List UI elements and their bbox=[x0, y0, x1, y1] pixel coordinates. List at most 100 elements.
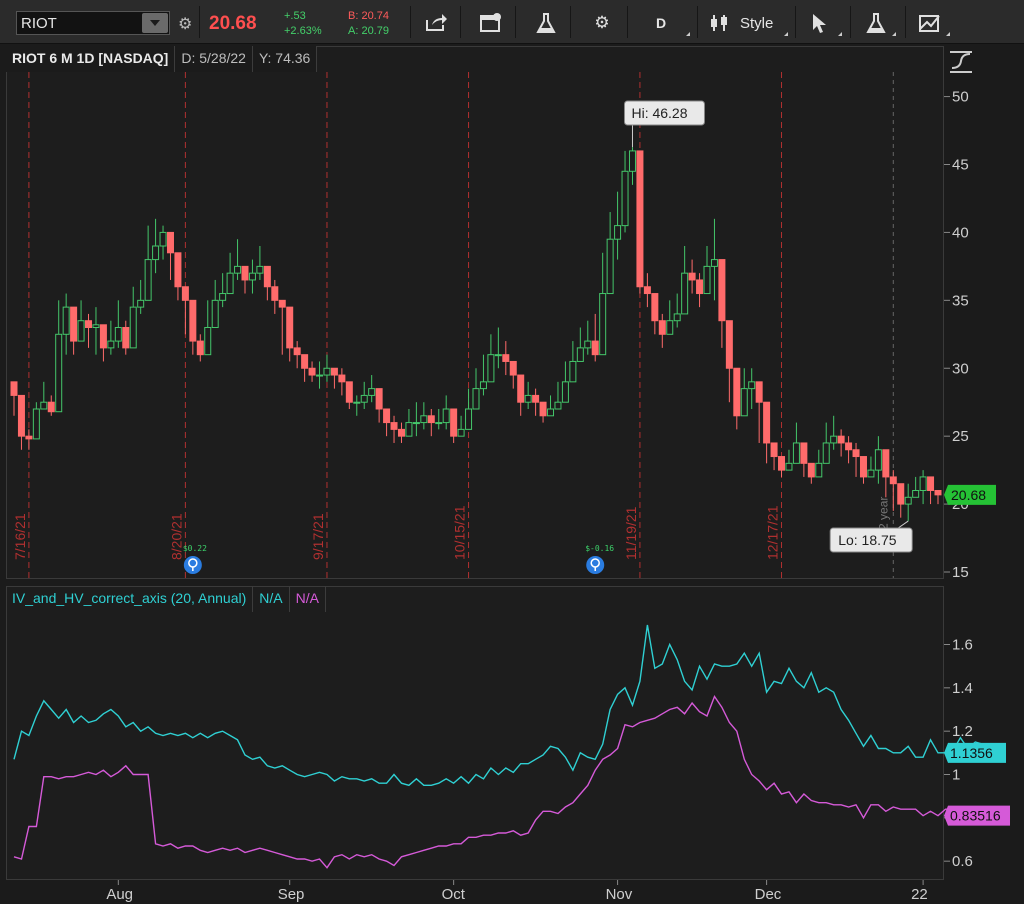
candle-body bbox=[390, 422, 398, 430]
candle-body bbox=[338, 374, 346, 383]
candle-body bbox=[628, 150, 636, 172]
expiration-date-label: 9/17/21 bbox=[310, 513, 326, 560]
candle-body bbox=[532, 394, 540, 403]
expiration-date-label: 7/16/21 bbox=[12, 513, 28, 560]
candle-body bbox=[792, 442, 800, 464]
cursor-dropdown-icon[interactable] bbox=[838, 28, 842, 36]
share-icon[interactable] bbox=[424, 12, 448, 34]
drawing-icon[interactable] bbox=[918, 12, 942, 34]
candle-body bbox=[800, 442, 808, 464]
candle-body bbox=[696, 279, 704, 295]
candle-body bbox=[554, 401, 562, 410]
candle-body bbox=[137, 299, 145, 308]
candle-body bbox=[204, 327, 212, 356]
candle-body bbox=[643, 286, 651, 295]
candle-body bbox=[733, 367, 741, 417]
chart-style-button[interactable]: Style bbox=[740, 15, 774, 32]
symbol-input[interactable]: RIOT bbox=[16, 11, 170, 35]
candle-body bbox=[748, 381, 756, 390]
candle-body bbox=[32, 408, 40, 440]
candle-body bbox=[614, 225, 622, 240]
toolbar-divider bbox=[410, 6, 411, 38]
candle-body bbox=[99, 324, 107, 349]
candle-body bbox=[92, 324, 100, 328]
study-chart-panel[interactable] bbox=[6, 586, 944, 880]
style-dropdown-icon[interactable] bbox=[784, 28, 788, 36]
candle-body bbox=[62, 306, 70, 335]
candle-body bbox=[40, 401, 48, 410]
candle-body bbox=[755, 381, 763, 403]
earnings-bulb-icon bbox=[183, 556, 202, 574]
candle-body bbox=[278, 299, 286, 308]
study-title[interactable]: IV_and_HV_correct_axis (20, Annual) bbox=[6, 586, 254, 612]
candle-body bbox=[770, 442, 778, 458]
net-change: +.53 bbox=[284, 10, 306, 22]
candle-body bbox=[778, 456, 786, 471]
candle-body bbox=[397, 428, 405, 437]
last-price: 20.68 bbox=[209, 13, 257, 34]
hi-callout-box bbox=[623, 100, 705, 126]
candle-body bbox=[561, 381, 569, 403]
toolbar: RIOT ⚙ 20.68 +.53 +2.63% B: 20.74 A: 20.… bbox=[0, 0, 1024, 44]
candle-body bbox=[241, 265, 249, 281]
candle-body bbox=[524, 394, 532, 403]
date-readout: D: 5/28/22 bbox=[175, 46, 253, 72]
candle-body bbox=[159, 231, 167, 247]
iv-readout: N/A bbox=[253, 586, 290, 612]
candle-body bbox=[569, 360, 577, 383]
date-axis-label: Aug bbox=[106, 886, 133, 903]
candle-body bbox=[934, 490, 942, 496]
price-chart: 7/16/21 8/20/21 9/17/21 10/15/21 11/19/21 12/… bbox=[10, 72, 942, 578]
candle-body bbox=[301, 354, 309, 369]
ask-price: A: 20.79 bbox=[348, 25, 389, 37]
candle-body bbox=[17, 394, 25, 437]
study-panel-header: IV_and_HV_correct_axis (20, Annual) N/A … bbox=[6, 586, 326, 612]
candle-body bbox=[547, 408, 555, 417]
symbol-input-text[interactable]: RIOT bbox=[21, 15, 57, 32]
y-readout: Y: 74.36 bbox=[253, 46, 318, 72]
price-axis-label: 50 bbox=[952, 89, 969, 106]
candle-body bbox=[129, 306, 137, 349]
chart-style-icon[interactable] bbox=[708, 12, 732, 34]
candle-body bbox=[472, 388, 480, 410]
studies-flask-icon[interactable] bbox=[534, 12, 558, 34]
candle-body bbox=[576, 347, 584, 362]
lo-callout-label: Lo: 18.75 bbox=[838, 532, 897, 548]
candle-body bbox=[345, 381, 353, 403]
symbol-dropdown-button[interactable] bbox=[142, 13, 168, 33]
drawing-dropdown-icon[interactable] bbox=[946, 28, 950, 36]
candle-body bbox=[904, 496, 912, 505]
aggregation-period-button[interactable]: D bbox=[656, 15, 667, 31]
settings-gear-icon[interactable]: ⚙ bbox=[594, 13, 610, 32]
aggregation-dropdown-icon[interactable] bbox=[686, 28, 690, 36]
candle-body bbox=[927, 476, 935, 491]
earnings-bulb-icon bbox=[586, 556, 605, 574]
candle-body bbox=[651, 293, 659, 322]
expiration-date-label: 10/15/21 bbox=[452, 505, 468, 560]
candle-body bbox=[718, 259, 726, 322]
cursor-icon[interactable] bbox=[808, 12, 832, 34]
date-axis-label: Sep bbox=[278, 886, 305, 903]
toolbar-divider bbox=[199, 6, 200, 38]
candle-body bbox=[271, 286, 279, 301]
candle-body bbox=[420, 415, 428, 424]
candle-body bbox=[591, 340, 599, 356]
candle-body bbox=[658, 320, 666, 335]
notification-icon[interactable] bbox=[479, 12, 503, 34]
candle-body bbox=[465, 408, 473, 430]
price-chart-panel[interactable] bbox=[6, 46, 944, 579]
candle-body bbox=[286, 306, 294, 349]
candle-body bbox=[383, 408, 391, 424]
price-axis-label: 40 bbox=[952, 224, 969, 241]
candle-body bbox=[912, 490, 920, 498]
hv-readout: N/A bbox=[290, 586, 326, 612]
candle-body bbox=[666, 320, 674, 335]
candle-body bbox=[807, 462, 815, 478]
studies-flask-icon-2[interactable] bbox=[864, 12, 888, 34]
studies-dropdown-icon[interactable] bbox=[892, 28, 896, 36]
link-icon[interactable]: ⚙ bbox=[178, 16, 193, 33]
date-axis-label: 22 bbox=[911, 886, 928, 903]
candle-body bbox=[897, 483, 905, 505]
study-axis-label: 1 bbox=[952, 767, 960, 784]
